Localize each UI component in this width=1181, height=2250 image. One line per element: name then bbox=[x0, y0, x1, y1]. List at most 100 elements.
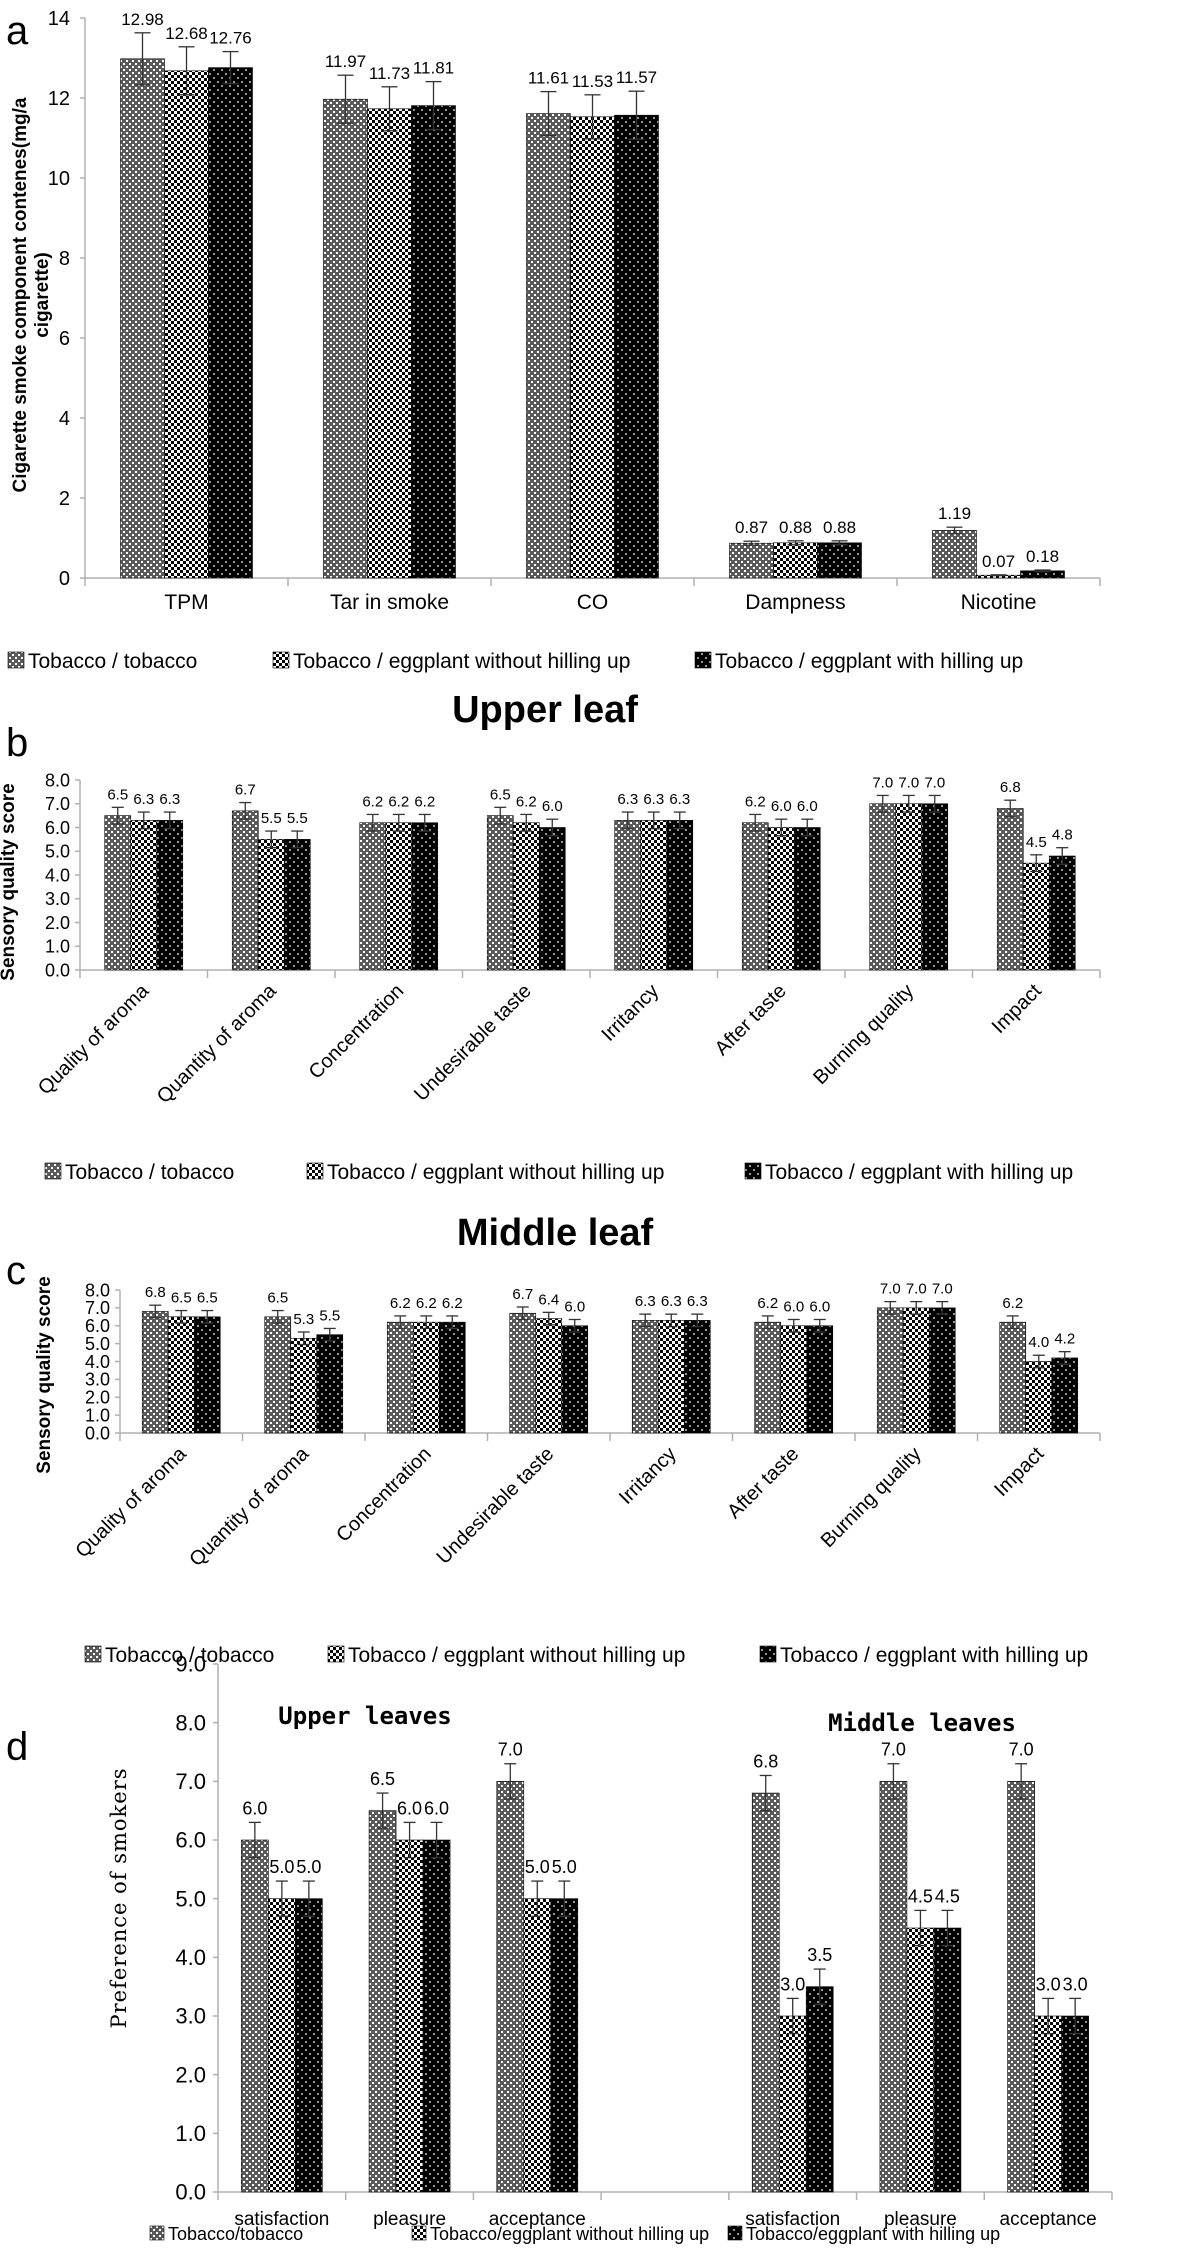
data-label: 7.0 bbox=[872, 774, 893, 791]
data-label: 12.76 bbox=[209, 29, 252, 48]
y-tick-label: 0.0 bbox=[175, 2180, 206, 2205]
data-label: 6.0 bbox=[771, 798, 792, 815]
bar bbox=[996, 808, 1024, 971]
bar bbox=[683, 1320, 711, 1434]
bar bbox=[283, 839, 311, 971]
bar bbox=[295, 1898, 323, 2193]
y-tick-label: 4.0 bbox=[175, 1945, 206, 1970]
category-label: Quality of aroma bbox=[34, 979, 154, 1099]
data-label: 0.88 bbox=[779, 518, 812, 537]
bar bbox=[412, 1321, 440, 1434]
panel-c-ylabel: Sensory quality score bbox=[34, 1276, 55, 1473]
bar bbox=[411, 822, 439, 971]
bar bbox=[208, 67, 253, 579]
data-label: 11.53 bbox=[572, 72, 613, 91]
category-label: After taste bbox=[723, 1443, 803, 1523]
data-label: 3.0 bbox=[1063, 1974, 1088, 1994]
bar bbox=[167, 1316, 195, 1434]
legend-label: Tobacco/eggplant with hilling up bbox=[746, 2224, 1000, 2244]
data-label: 5.0 bbox=[296, 1857, 321, 1877]
category-label: Concentration bbox=[305, 980, 409, 1084]
data-label: 6.3 bbox=[635, 1293, 656, 1310]
data-label: 7.0 bbox=[898, 774, 919, 791]
panel-a-ylabel: Cigarette smoke component contenes(mg/ac… bbox=[10, 97, 53, 492]
bar bbox=[614, 114, 659, 579]
data-label: 6.7 bbox=[512, 1286, 533, 1303]
bar bbox=[933, 1927, 962, 2193]
y-tick-label: 2.0 bbox=[175, 2062, 206, 2087]
panel-letter-b: b bbox=[6, 721, 28, 765]
data-label: 7.0 bbox=[1009, 1740, 1034, 1760]
y-tick-label: 2 bbox=[59, 488, 70, 510]
bar bbox=[422, 1839, 451, 2193]
y-tick-label: 0 bbox=[59, 568, 70, 590]
bar bbox=[231, 810, 259, 971]
data-label: 7.0 bbox=[906, 1281, 927, 1298]
legend-swatch bbox=[272, 651, 290, 669]
bar bbox=[657, 1320, 685, 1434]
data-label: 6.3 bbox=[617, 791, 638, 808]
bar bbox=[141, 1311, 169, 1434]
bar bbox=[535, 1318, 563, 1434]
category-label: Undesirable taste bbox=[433, 1443, 559, 1569]
legend-swatch bbox=[84, 1645, 102, 1663]
legend-swatch bbox=[759, 1645, 777, 1663]
category-label: Impact bbox=[990, 1443, 1048, 1501]
data-label: 0.88 bbox=[823, 518, 856, 537]
category-label: Impact bbox=[988, 980, 1046, 1038]
category-label: Quantity of aroma bbox=[153, 979, 282, 1108]
data-label: 6.7 bbox=[235, 782, 256, 799]
chart-c: 0.01.02.03.04.05.06.07.08.0 6.8 6.5 6.5Qual… bbox=[71, 1280, 1101, 1667]
chart-d: 0.01.02.03.04.05.06.07.08.09.06.05.0 5.0s… bbox=[149, 1652, 1113, 2244]
bar bbox=[496, 1781, 525, 2193]
y-tick-label: 0.0 bbox=[85, 1423, 110, 1443]
category-label: TPM bbox=[164, 591, 208, 614]
bar bbox=[806, 1325, 834, 1434]
legend-label: Tobacco/eggplant without hilling up bbox=[430, 2224, 709, 2244]
bar bbox=[817, 542, 862, 579]
bar bbox=[512, 822, 540, 971]
legend-swatch bbox=[44, 1162, 62, 1180]
data-label: 11.73 bbox=[369, 64, 410, 83]
bar bbox=[395, 1839, 424, 2193]
y-tick-label: 3.0 bbox=[85, 1370, 110, 1390]
bar bbox=[928, 1307, 956, 1434]
data-label: 6.0 bbox=[542, 798, 563, 815]
data-label: 6.5 bbox=[171, 1290, 192, 1307]
data-label: 3.5 bbox=[807, 1945, 832, 1965]
data-label: 6.8 bbox=[753, 1751, 778, 1771]
y-tick-label: 2.0 bbox=[85, 1388, 110, 1408]
legend-swatch bbox=[7, 651, 25, 669]
data-label: 3.0 bbox=[780, 1974, 805, 1994]
panel-b-ylabel: Sensory quality score bbox=[0, 783, 19, 980]
data-label: 6.2 bbox=[442, 1295, 463, 1312]
data-label: 6.5 bbox=[107, 786, 128, 803]
data-label: 7.0 bbox=[932, 1281, 953, 1298]
data-label: 0.18 bbox=[1026, 547, 1059, 566]
bar bbox=[1034, 2015, 1062, 2193]
chart-b: 0.0 1.0 2.0 3.0 4.0 5.0 6.0 7.0 8.0 6.5 6.3 6.3 Qual… bbox=[34, 770, 1101, 1184]
category-label: Burning quality bbox=[817, 1443, 926, 1552]
bar bbox=[438, 1321, 466, 1434]
bar bbox=[538, 827, 566, 971]
y-tick-label: 6.0 bbox=[45, 818, 70, 838]
legend-label: Tobacco / eggplant without hilling up bbox=[348, 1644, 685, 1667]
data-label: 0.87 bbox=[735, 518, 768, 537]
bar bbox=[932, 530, 977, 579]
data-label: 6.5 bbox=[370, 1769, 395, 1789]
y-tick-label: 6.0 bbox=[175, 1828, 206, 1853]
bar bbox=[526, 113, 571, 579]
y-tick-label: 1.0 bbox=[85, 1405, 110, 1425]
y-tick-label: 4 bbox=[59, 408, 70, 430]
data-label: 6.5 bbox=[267, 1290, 288, 1307]
data-label: 12.68 bbox=[165, 24, 208, 43]
bar bbox=[164, 70, 209, 579]
bar bbox=[805, 1986, 834, 2193]
y-tick-label: 14 bbox=[48, 8, 70, 30]
bar bbox=[486, 815, 514, 971]
bar bbox=[895, 803, 923, 971]
bar bbox=[666, 820, 694, 971]
y-tick-label: 3.0 bbox=[45, 889, 70, 909]
